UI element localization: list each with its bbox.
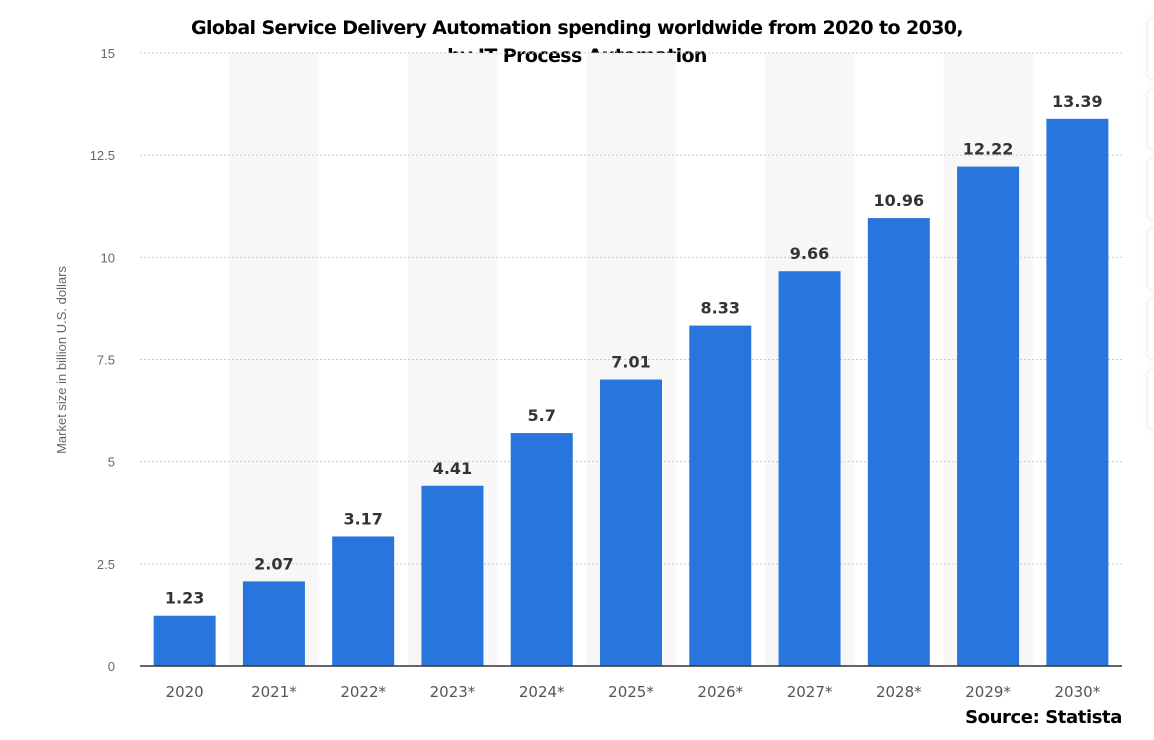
sidebar-card[interactable]: [1147, 158, 1154, 220]
data-label: 3.17: [343, 509, 382, 528]
y-tick-label: 12.5: [90, 148, 115, 163]
data-label: 9.66: [790, 244, 829, 263]
y-tick-label: 0: [108, 659, 115, 674]
data-label: 1.23: [165, 589, 204, 608]
x-tick-label: 2021*: [251, 683, 297, 701]
sidebar-card[interactable]: [1147, 368, 1154, 430]
x-tick-label: 2025*: [608, 683, 654, 701]
x-tick-label: 2027*: [787, 683, 833, 701]
bar-2021[interactable]: [242, 581, 305, 666]
sidebar-card[interactable]: [1147, 18, 1154, 80]
x-tick-label: 2030*: [1055, 683, 1101, 701]
bar-2026[interactable]: [689, 325, 752, 666]
x-tick-label: 2020: [166, 683, 204, 701]
bar-2028[interactable]: [867, 218, 930, 667]
source-note: Source: Statista: [965, 707, 1122, 728]
sidebar-card[interactable]: [1147, 228, 1154, 290]
data-label: 4.41: [433, 459, 472, 478]
x-tick-label: 2029*: [965, 683, 1011, 701]
x-tick-label: 2024*: [519, 683, 565, 701]
bar-2025[interactable]: [600, 379, 662, 666]
y-tick-label: 5: [108, 455, 115, 470]
bar-2029[interactable]: [957, 166, 1020, 667]
data-label: 5.7: [528, 406, 556, 425]
y-tick-label: 7.5: [97, 353, 115, 368]
y-tick-label: 10: [101, 250, 115, 265]
data-label: 13.39: [1052, 92, 1103, 111]
bar-2027[interactable]: [778, 271, 841, 666]
bar-2023[interactable]: [421, 485, 484, 666]
y-axis-label: Market size in billion U.S. dollars: [54, 266, 69, 454]
x-tick-label: 2022*: [340, 683, 386, 701]
data-label: 12.22: [963, 140, 1014, 159]
y-tick-label: 15: [101, 46, 115, 61]
chart-title-line1: Global Service Delivery Automation spend…: [190, 17, 964, 39]
x-tick-label: 2023*: [430, 683, 476, 701]
x-tick-label: 2026*: [697, 683, 743, 701]
x-tick-label: 2028*: [876, 683, 922, 701]
sidebar-card[interactable]: [1147, 298, 1154, 360]
y-tick-label: 2.5: [97, 557, 115, 572]
bar-2020[interactable]: [153, 615, 216, 666]
data-label: 2.07: [254, 554, 293, 573]
data-label: 7.01: [611, 353, 650, 372]
bar-2022[interactable]: [332, 536, 395, 666]
sidebar-card[interactable]: [1147, 88, 1154, 150]
bar-2024[interactable]: [510, 433, 573, 666]
data-label: 8.33: [701, 299, 740, 318]
bar-2030[interactable]: [1046, 118, 1109, 666]
data-label: 10.96: [874, 191, 925, 210]
